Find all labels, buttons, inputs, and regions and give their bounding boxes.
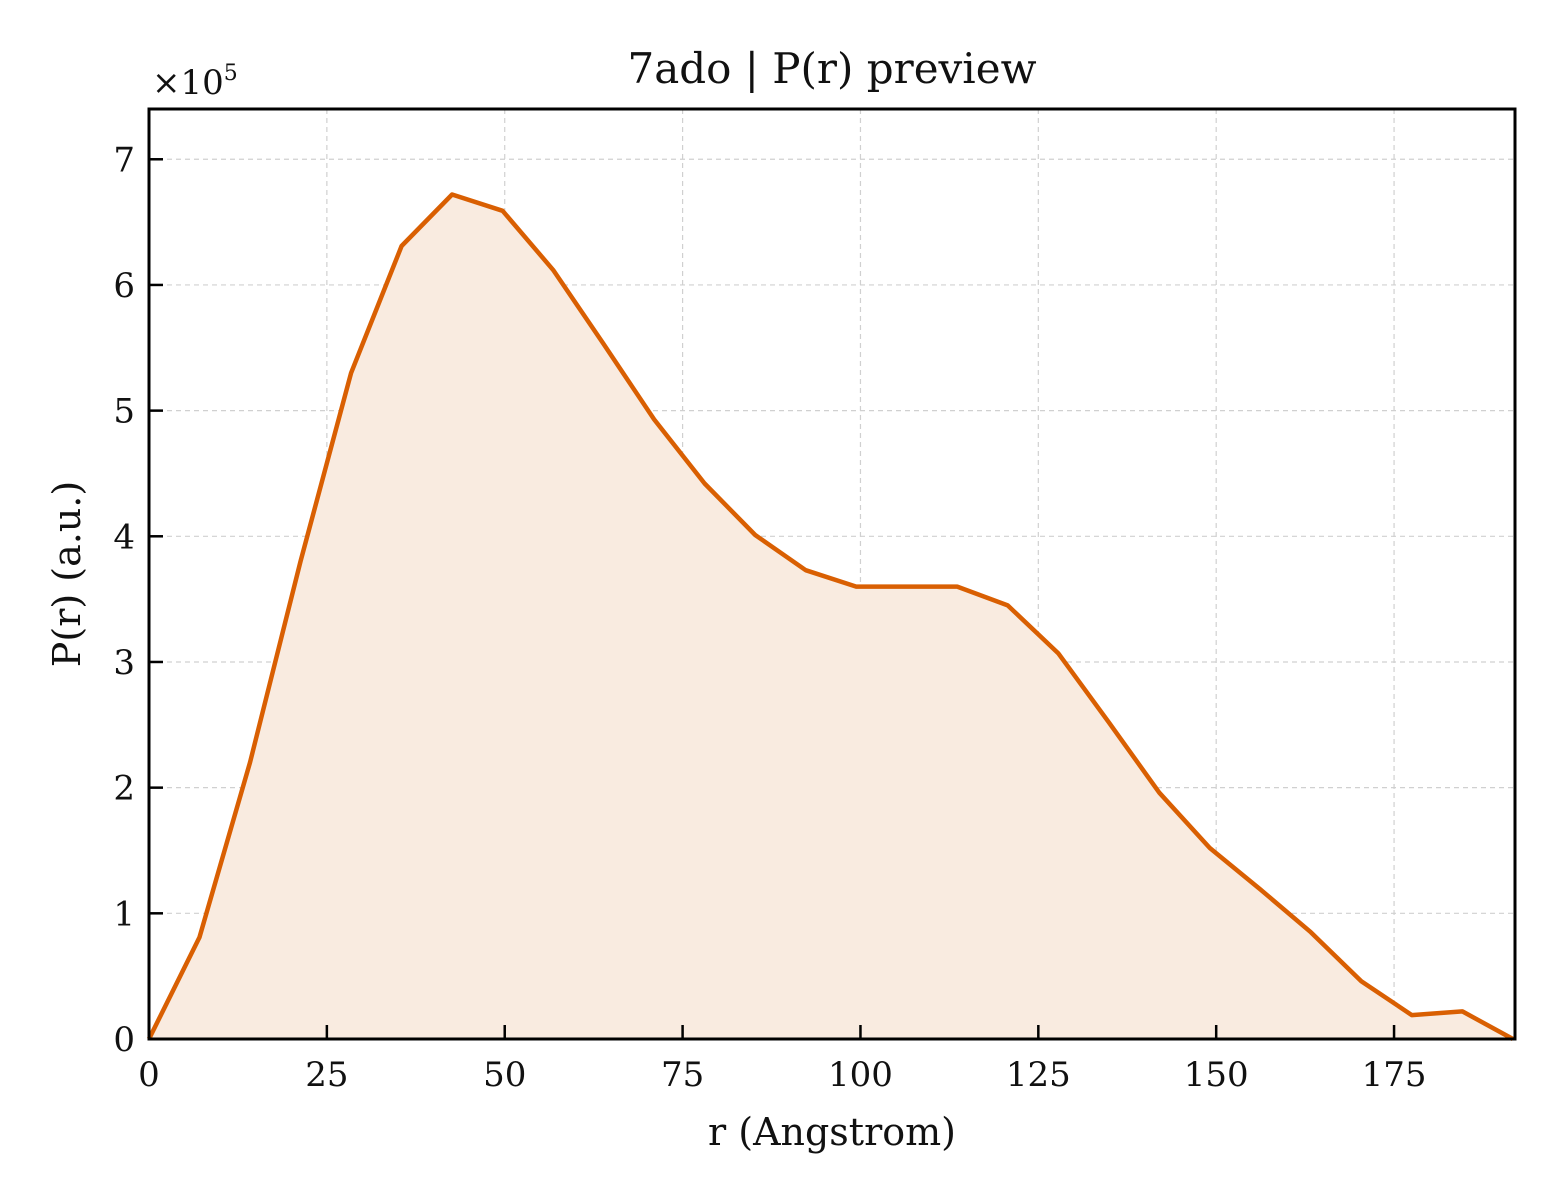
y-multiplier-exp: 5 [224,61,238,86]
x-tick-label: 50 [483,1055,526,1095]
x-tick-label: 25 [305,1055,348,1095]
x-tick-label: 100 [828,1055,893,1095]
chart-title: 7ado | P(r) preview [627,44,1036,93]
tick-labels: 0 25 50 75 100 125 150 175 0 1 2 3 4 5 6 7 [113,140,1426,1095]
y-multiplier-base: ×10 [152,63,224,103]
series-area-fill [149,194,1513,1039]
y-tick-label: 0 [113,1020,135,1060]
x-tick-label: 0 [138,1055,160,1095]
y-axis-label: P(r) (a.u.) [45,481,89,667]
series-line [146,192,1514,1041]
y-tick-label: 3 [113,643,135,683]
ticks [147,158,1396,1041]
x-tick-label: 175 [1362,1055,1427,1095]
x-tick-label: 75 [661,1055,704,1095]
y-tick-label: 6 [113,266,135,306]
x-tick-label: 125 [1006,1055,1071,1095]
y-tick-label: 7 [113,140,135,180]
x-tick-label: 150 [1184,1055,1249,1095]
y-multiplier: ×105 [152,61,238,103]
x-axis-label: r (Angstrom) [708,1110,956,1154]
y-tick-label: 2 [113,769,135,809]
plot-frame [147,107,1517,1041]
y-tick-label: 4 [113,517,135,557]
y-tick-label: 1 [113,894,135,934]
y-tick-label: 5 [113,392,135,432]
